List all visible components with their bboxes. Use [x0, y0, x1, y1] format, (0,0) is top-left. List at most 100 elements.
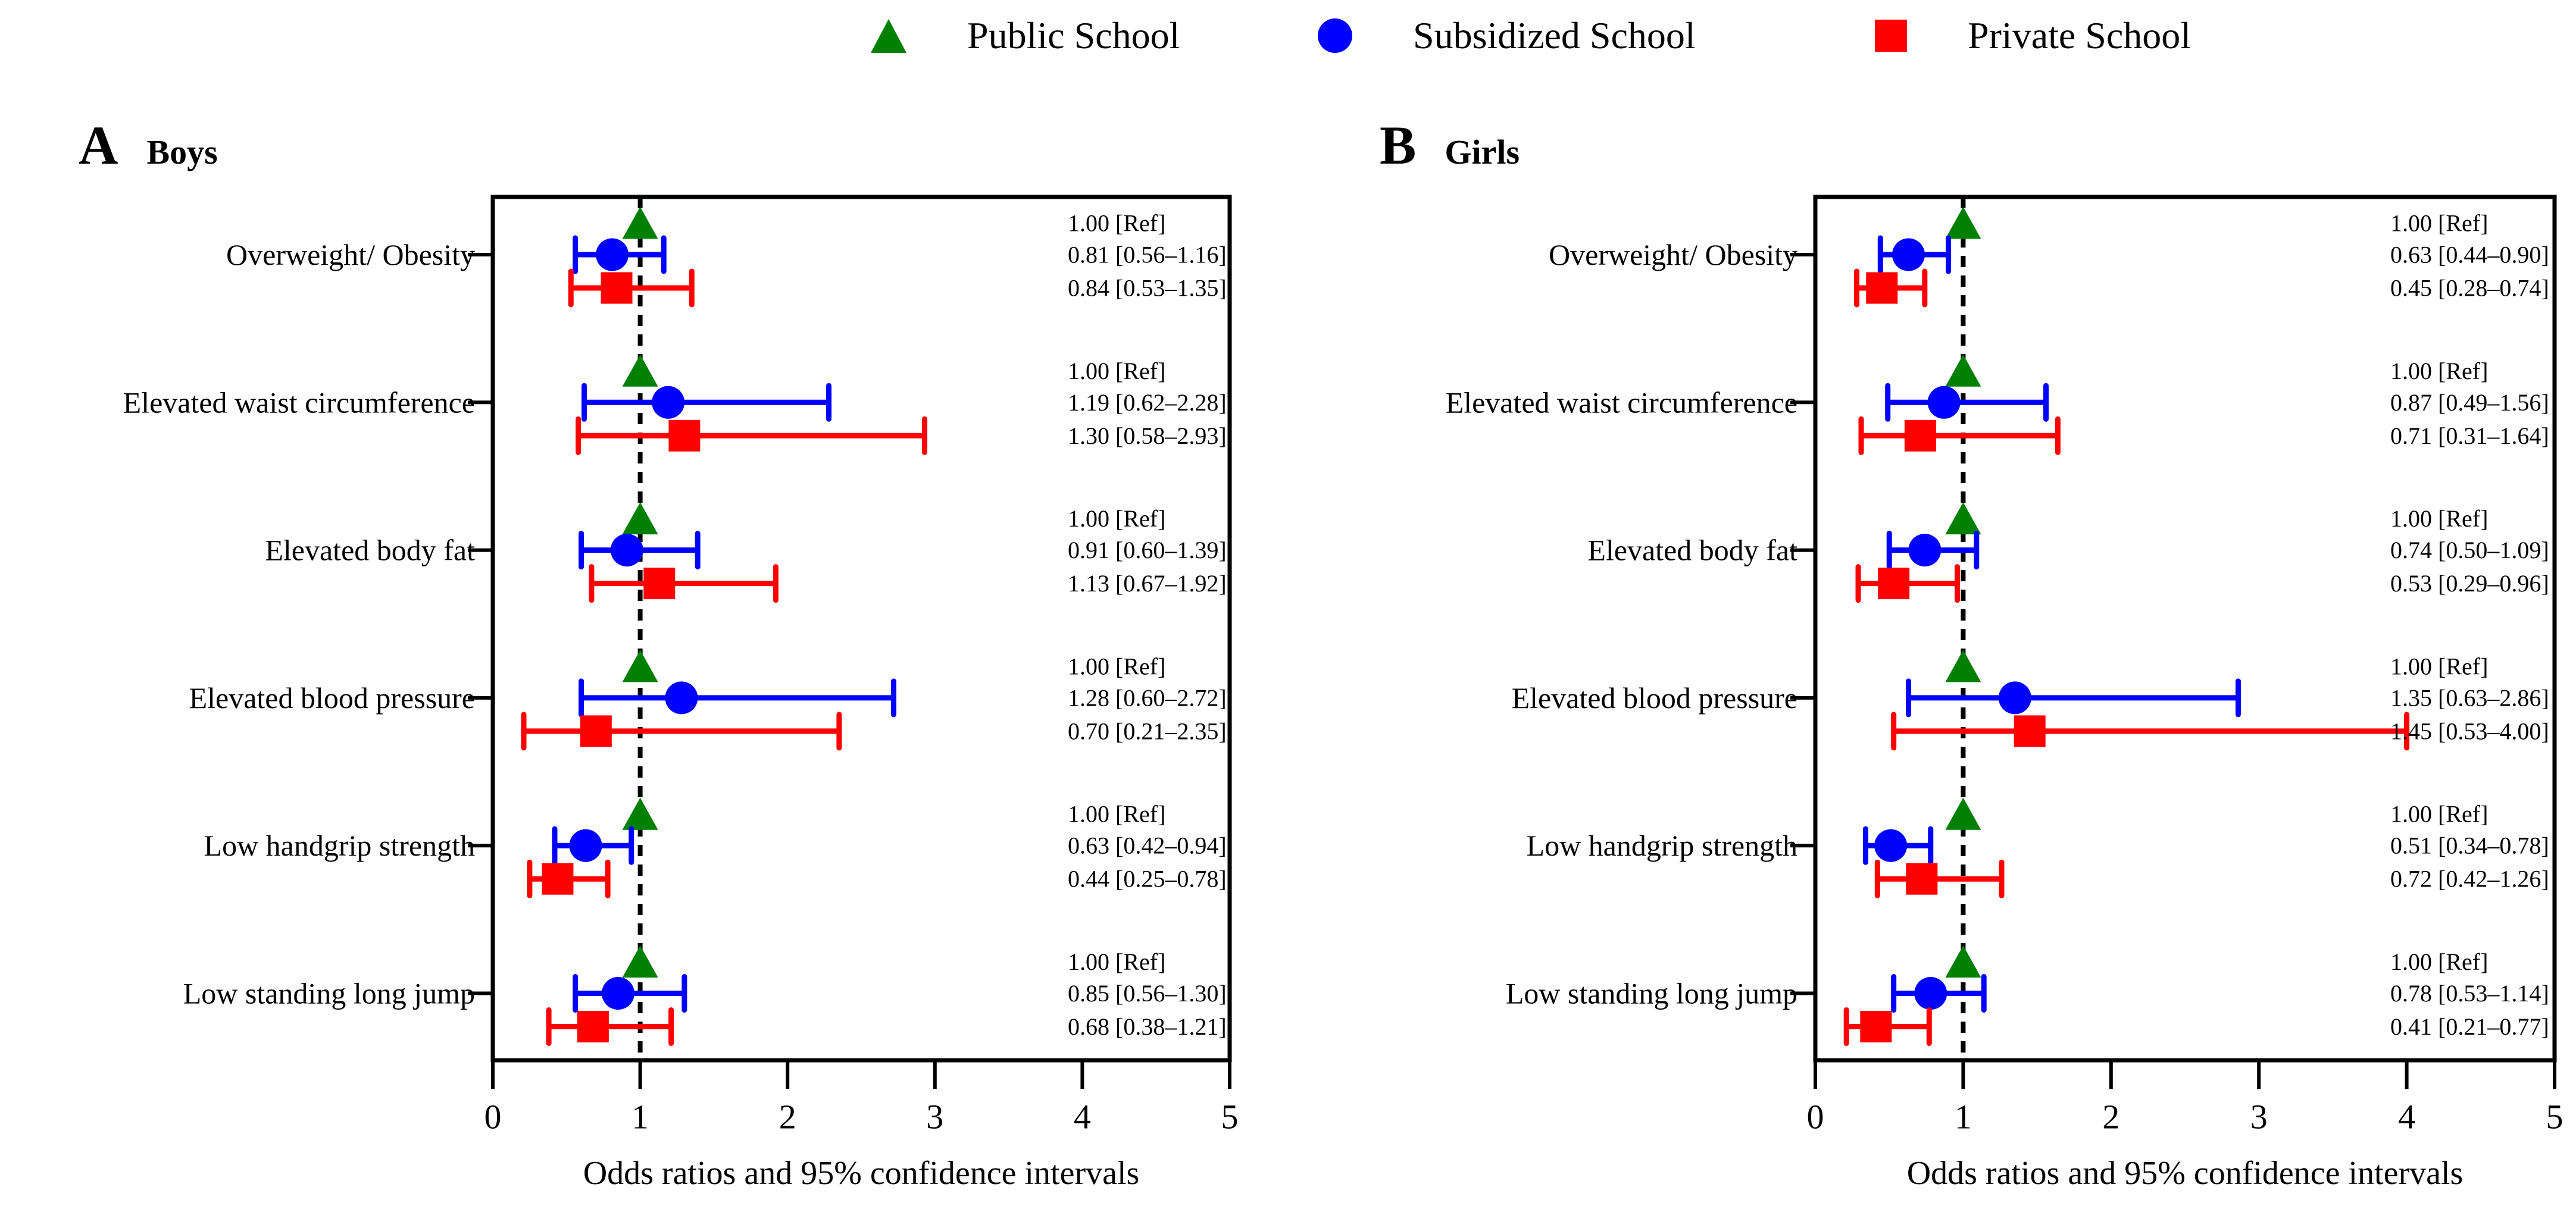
- panel-b: 0 1 2 3 4 5 Overweight/ Obesity 1.00 [Ref] 0.63 …: [1446, 195, 2564, 1136]
- row-label: Elevated waist circumference: [123, 386, 475, 419]
- row-label: Low standing long jump: [183, 977, 475, 1010]
- odds-marker-private: [1866, 272, 1898, 304]
- panel-a-title: A Boys: [79, 118, 218, 173]
- x-tick-label: 2: [779, 1098, 796, 1136]
- odds-marker-private: [601, 272, 633, 304]
- annotation-text: 0.72 [0.42–1.26]: [2390, 866, 2549, 892]
- odds-marker-private: [1904, 419, 1936, 452]
- x-tick-label: 1: [1955, 1098, 1972, 1136]
- annotation-text: 1.00 [Ref]: [2390, 210, 2488, 237]
- row-label: Overweight/ Obesity: [226, 238, 475, 271]
- odds-marker-public: [622, 354, 658, 387]
- odds-marker-public: [622, 206, 658, 239]
- legend-item-private-school: Private School: [1875, 8, 2191, 63]
- outcome-row: Overweight/ Obesity 1.00 [Ref] 0.81 [0.56–…: [226, 206, 1227, 308]
- row-label: Low standing long jump: [1506, 977, 1797, 1010]
- annotation-text: 0.44 [0.25–0.78]: [1068, 866, 1227, 892]
- row-label: Elevated body fat: [265, 534, 475, 567]
- annotation-text: 0.84 [0.53–1.35]: [1068, 275, 1227, 302]
- annotation-text: 1.00 [Ref]: [1068, 801, 1165, 828]
- x-tick-label: 1: [632, 1098, 649, 1136]
- row-label: Overweight/ Obesity: [1549, 238, 1797, 271]
- x-tick-label: 0: [1807, 1098, 1824, 1136]
- outcome-row: Elevated blood pressure 1.00 [Ref] 1.28 [0…: [189, 650, 1227, 751]
- odds-marker-private: [668, 419, 701, 452]
- odds-marker-subsidized: [1998, 681, 2031, 715]
- annotation-text: 1.35 [0.63–2.86]: [2390, 684, 2549, 711]
- x-tick-label: 3: [2250, 1098, 2268, 1136]
- row-label: Low handgrip strength: [1527, 829, 1797, 862]
- odds-marker-private: [643, 568, 676, 600]
- annotation-text: 0.71 [0.31–1.64]: [2390, 422, 2549, 449]
- private-school-square-icon: [1875, 20, 1907, 52]
- outcome-row: Elevated body fat 1.00 [Ref] 0.91 [0.60–1.…: [265, 502, 1227, 603]
- odds-marker-subsidized: [1892, 238, 1925, 271]
- annotation-text: 0.41 [0.21–0.77]: [2390, 1013, 2549, 1040]
- annotation-text: 0.51 [0.34–0.78]: [2390, 832, 2549, 859]
- x-tick-label: 3: [926, 1098, 943, 1136]
- odds-marker-public: [1945, 206, 1981, 239]
- annotation-text: 1.00 [Ref]: [2390, 948, 2488, 975]
- odds-marker-subsidized: [1874, 829, 1908, 862]
- odds-marker-public: [1945, 650, 1981, 682]
- panel-a-letter: A: [79, 115, 118, 176]
- row-label: Low handgrip strength: [204, 829, 475, 862]
- outcome-row: Low standing long jump 1.00 [Ref] 0.78 [0.…: [1506, 945, 2549, 1046]
- odds-marker-subsidized: [1908, 534, 1942, 567]
- odds-marker-subsidized: [1914, 977, 1947, 1010]
- annotation-text: 1.00 [Ref]: [1068, 948, 1165, 975]
- row-label: Elevated blood pressure: [1512, 681, 1797, 715]
- odds-marker-private: [1878, 568, 1910, 600]
- x-tick-label: 5: [2546, 1098, 2564, 1136]
- annotation-text: 1.45 [0.53–4.00]: [2390, 718, 2549, 744]
- annotation-text: 0.70 [0.21–2.35]: [1068, 718, 1227, 744]
- subsidized-school-circle-icon: [1318, 18, 1352, 53]
- outcome-row: Elevated waist circumference 1.00 [Ref] 1.…: [123, 354, 1227, 455]
- public-school-triangle-icon: [871, 18, 906, 53]
- panel-b-letter: B: [1380, 115, 1417, 176]
- panel-a-xaxis-label: Odds ratios and 95% confidence intervals: [583, 1155, 1140, 1192]
- legend-label-private-school: Private School: [1968, 14, 2192, 57]
- panel-a: 0 1 2 3 4 5 Overweight/ Obesity 1.00 [Ref] 0.81 …: [123, 195, 1239, 1136]
- odds-marker-subsidized: [610, 534, 643, 567]
- annotation-text: 0.85 [0.56–1.30]: [1068, 980, 1227, 1007]
- annotation-text: 0.68 [0.38–1.21]: [1068, 1013, 1227, 1040]
- annotation-text: 0.63 [0.42–0.94]: [1068, 832, 1227, 859]
- x-tick-label: 4: [1074, 1098, 1091, 1136]
- outcome-row: Elevated blood pressure 1.00 [Ref] 1.35 [0…: [1512, 650, 2549, 751]
- panel-b-subtitle: Girls: [1445, 133, 1520, 171]
- outcome-row: Low handgrip strength 1.00 [Ref] 0.63 [0.4…: [204, 797, 1227, 898]
- legend-item-subsidized-school: Subsidized School: [1318, 8, 1696, 63]
- annotation-text: 1.00 [Ref]: [2390, 653, 2488, 679]
- annotation-text: 0.81 [0.56–1.16]: [1068, 242, 1227, 268]
- x-tick-label: 4: [2398, 1098, 2415, 1136]
- legend-label-public-school: Public School: [967, 14, 1180, 57]
- outcome-row: Low handgrip strength 1.00 [Ref] 0.51 [0.3…: [1527, 797, 2549, 898]
- annotation-text: 1.00 [Ref]: [1068, 210, 1165, 237]
- panel-b-title: B Girls: [1380, 118, 1520, 173]
- panel-a-subtitle: Boys: [146, 133, 218, 171]
- odds-marker-public: [622, 945, 658, 978]
- x-tick-label: 0: [484, 1098, 502, 1136]
- outcome-row: Low standing long jump 1.00 [Ref] 0.85 [0.…: [183, 945, 1227, 1046]
- outcome-row: Elevated body fat 1.00 [Ref] 0.74 [0.50–1.…: [1587, 502, 2549, 603]
- odds-marker-public: [1945, 354, 1981, 387]
- annotation-text: 0.78 [0.53–1.14]: [2390, 980, 2549, 1007]
- plot-box: [1813, 195, 2557, 1063]
- odds-marker-private: [577, 1011, 609, 1042]
- odds-marker-subsidized: [1927, 386, 1961, 419]
- row-label: Elevated body fat: [1587, 534, 1797, 567]
- odds-marker-public: [1945, 502, 1981, 535]
- annotation-text: 1.00 [Ref]: [2390, 358, 2488, 384]
- odds-marker-private: [580, 715, 612, 747]
- annotation-text: 0.74 [0.50–1.09]: [2390, 537, 2549, 563]
- odds-marker-private: [1906, 863, 1938, 895]
- row-label: Elevated waist circumference: [1446, 386, 1797, 419]
- odds-marker-private: [2014, 715, 2046, 747]
- annotation-text: 0.87 [0.49–1.56]: [2390, 389, 2549, 416]
- odds-marker-public: [622, 502, 658, 535]
- odds-marker-public: [1945, 945, 1981, 978]
- annotation-text: 1.00 [Ref]: [1068, 653, 1165, 679]
- annotation-text: 1.28 [0.60–2.72]: [1068, 684, 1227, 711]
- odds-marker-public: [1945, 797, 1981, 830]
